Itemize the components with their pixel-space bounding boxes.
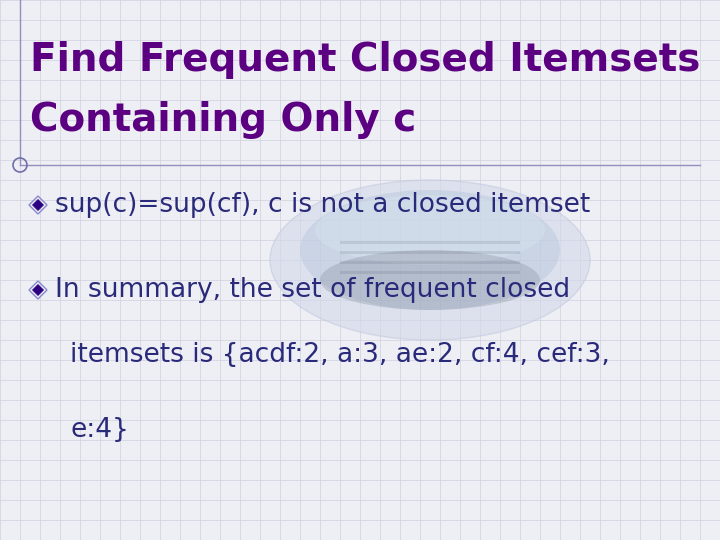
Text: sup(c)=sup(cf), c is not a closed itemset: sup(c)=sup(cf), c is not a closed itemse… [55, 192, 590, 218]
Bar [340, 261, 520, 264]
Text: In summary, the set of frequent closed: In summary, the set of frequent closed [55, 277, 570, 303]
Polygon shape [32, 285, 43, 295]
Bar [340, 251, 520, 254]
Text: Find Frequent Closed Itemsets: Find Frequent Closed Itemsets [30, 41, 701, 79]
Ellipse shape [315, 195, 545, 265]
Text: itemsets is {acdf:2, a:3, ae:2, cf:4, cef:3,: itemsets is {acdf:2, a:3, ae:2, cf:4, ce… [70, 342, 610, 368]
Text: e:4}: e:4} [70, 417, 129, 443]
Text: Containing Only c: Containing Only c [30, 101, 416, 139]
Bar [340, 271, 520, 274]
Ellipse shape [320, 250, 540, 310]
Polygon shape [32, 199, 43, 211]
Ellipse shape [270, 180, 590, 340]
Ellipse shape [300, 190, 560, 310]
Bar [340, 241, 520, 244]
